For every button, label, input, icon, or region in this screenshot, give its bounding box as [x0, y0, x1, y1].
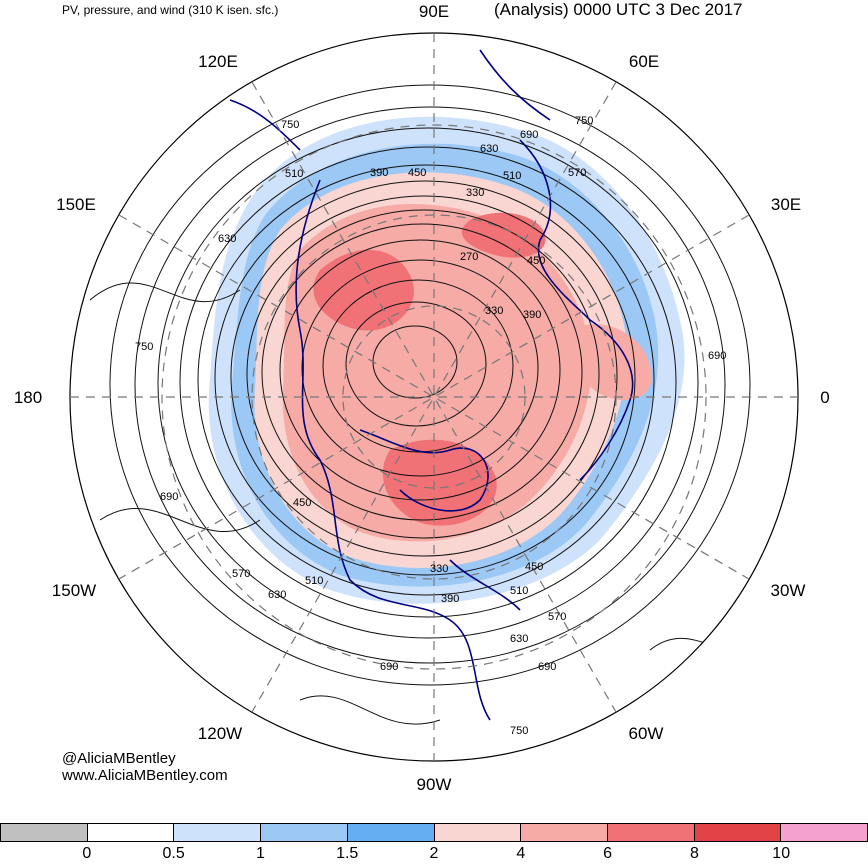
colorbar-swatch	[607, 823, 695, 842]
contour-label-270: 270	[460, 251, 478, 263]
contour-label-690-e: 690	[708, 350, 726, 362]
contour-label-570-s: 570	[548, 611, 566, 623]
lon-label-30w: 30W	[771, 581, 806, 600]
colorbar-tick-label: 6	[603, 845, 613, 862]
graticule	[70, 33, 798, 761]
contour-label-450-s: 450	[525, 561, 543, 573]
colorbar-tick-label: 4	[516, 845, 526, 862]
contour-label-630-s: 630	[510, 633, 528, 645]
contour-label-690-s: 690	[380, 661, 398, 673]
credits-website: www.AliciaMBentley.com	[62, 767, 228, 784]
colorbar-tick-label: 1.5	[336, 845, 359, 862]
colorbar-tick-label: 0	[82, 845, 92, 862]
contour-label-690-w: 690	[160, 491, 178, 503]
contour-label-450-w: 450	[293, 497, 311, 509]
lon-label-150w: 150W	[52, 581, 96, 600]
contour-label-330-s: 330	[430, 563, 448, 575]
contour-label-570-sw: 570	[232, 568, 250, 580]
pressure-contours	[89, 59, 791, 725]
colorbar-swatch	[434, 823, 522, 842]
colorbar-swatch	[521, 823, 608, 842]
map-title-right: (Analysis) 0000 UTC 3 Dec 2017	[494, 0, 743, 19]
credits: @AliciaMBentley www.AliciaMBentley.com	[62, 750, 228, 784]
colorbar-swatch	[347, 823, 435, 842]
contour-label-330-e: 330	[485, 305, 503, 317]
contour-label-690-se: 690	[538, 661, 556, 673]
contour-label-450-ne: 450	[527, 255, 545, 267]
contour-label-510-ne: 510	[503, 170, 521, 182]
contour-label-510-nw: 510	[285, 168, 303, 180]
lon-label-60e: 60E	[629, 52, 659, 71]
colorbar-swatch	[87, 823, 175, 842]
colorbar-swatch	[174, 823, 262, 842]
contour-label-630-n: 630	[480, 143, 498, 155]
colorbar-tick-label: 2	[429, 845, 439, 862]
pv-colorbar-labels: 0 0.5 1 1.5 2 4 6 8 10	[0, 845, 868, 865]
colorbar-swatch	[781, 823, 868, 842]
lon-label-90e: 90E	[419, 2, 449, 21]
colorbar-swatch	[694, 823, 782, 842]
contour-label-450-n: 450	[408, 167, 426, 179]
contour-label-510-s: 510	[510, 585, 528, 597]
polar-map: 750 750 750 750 690 690 690 690 690 630 …	[14, 2, 830, 794]
colorbar-tick-label: 1	[255, 845, 265, 862]
lon-label-0: 0	[820, 388, 829, 407]
colorbar-tick-label: 8	[689, 845, 699, 862]
contour-label-330-n: 330	[466, 187, 484, 199]
lon-label-180: 180	[14, 388, 42, 407]
coastlines	[229, 49, 634, 721]
contour-label-750-s: 750	[510, 725, 528, 737]
colorbar-tick-label: 0.5	[162, 845, 185, 862]
contour-label-750-ne: 750	[575, 115, 593, 127]
contour-label-390-n: 390	[370, 167, 388, 179]
contour-label-570-ne: 570	[568, 167, 586, 179]
contour-label-750-w: 750	[135, 341, 153, 353]
colorbar-tick-label: 10	[772, 845, 791, 862]
lon-label-120e: 120E	[198, 52, 238, 71]
pv-colorbar	[0, 823, 868, 842]
contour-label-510-sw: 510	[305, 575, 323, 587]
map-title-left: PV, pressure, and wind (310 K isen. sfc.…	[62, 3, 279, 17]
contour-label-390-s: 390	[441, 593, 459, 605]
contour-label-390-e: 390	[523, 309, 541, 321]
credits-handle: @AliciaMBentley	[62, 750, 176, 767]
lon-label-120w: 120W	[198, 724, 242, 743]
colorbar-swatch	[0, 823, 88, 842]
contour-label-750-nw: 750	[281, 119, 299, 131]
contour-label-630-sw: 630	[268, 589, 286, 601]
lon-label-90w: 90W	[417, 775, 452, 794]
colorbar-swatch	[261, 823, 348, 842]
map-field	[89, 49, 791, 725]
contour-label-630-nw: 630	[218, 233, 236, 245]
lon-label-60w: 60W	[629, 724, 664, 743]
contour-label-690-n: 690	[520, 129, 538, 141]
lon-label-150e: 150E	[56, 195, 96, 214]
lon-label-30e: 30E	[771, 195, 801, 214]
pv-shading-east	[567, 324, 652, 401]
